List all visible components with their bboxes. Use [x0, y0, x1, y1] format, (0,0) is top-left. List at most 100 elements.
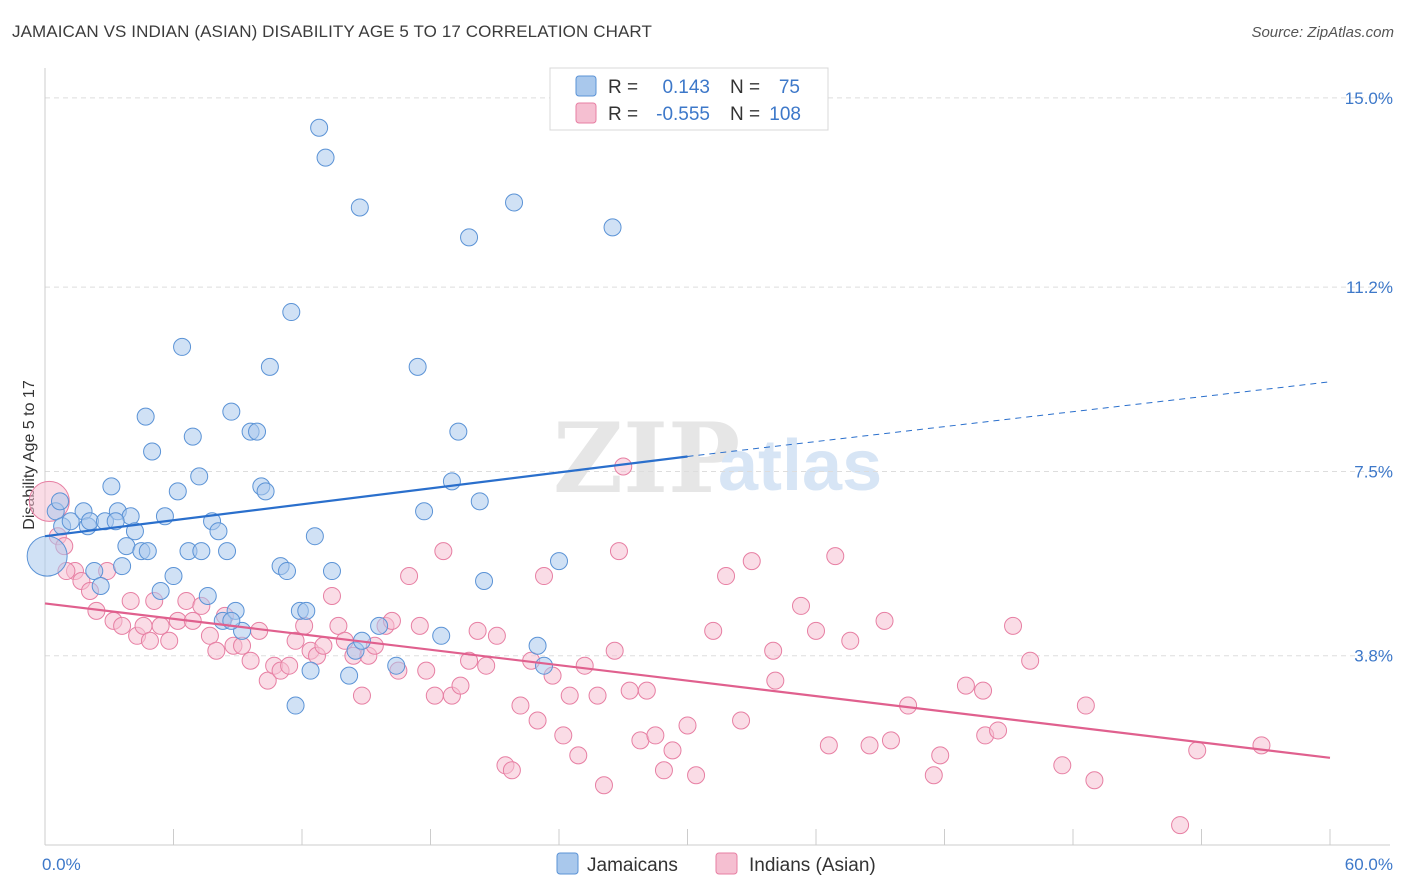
indian-asian-point — [207, 641, 226, 660]
indian-asian-point — [417, 661, 436, 680]
jamaican-point — [408, 357, 427, 376]
x-axis-ticks — [44, 829, 1331, 845]
legend-n-label-1: N = — [730, 77, 760, 98]
indian-asian-point — [881, 731, 900, 750]
indian-asian-point — [792, 596, 811, 615]
jamaican-point — [387, 656, 406, 675]
jamaican-point — [183, 427, 202, 446]
jamaican-point — [305, 527, 324, 546]
indian-asian-point — [535, 567, 554, 586]
jamaican-point — [85, 562, 104, 581]
y-tick-labels: 3.8% 7.5% 11.2% 15.0% — [1345, 89, 1393, 666]
indian-asian-point — [764, 641, 783, 660]
jamaican-points — [26, 118, 622, 715]
jamaican-point — [102, 477, 121, 496]
indian-asian-point — [931, 746, 950, 765]
jamaican-point — [535, 656, 554, 675]
jamaican-point — [603, 218, 622, 237]
jamaican-point — [256, 482, 275, 501]
indian-asian-point — [594, 776, 613, 795]
jamaican-point — [151, 581, 170, 600]
indian-asian-point — [200, 626, 219, 645]
jamaican-point — [209, 522, 228, 541]
jamaican-point — [310, 118, 329, 137]
jamaican-point — [143, 442, 162, 461]
jamaican-point — [350, 198, 369, 217]
jamaican-point — [192, 542, 211, 561]
indian-asian-point — [637, 681, 656, 700]
bottom-legend-swatch-pink — [715, 852, 738, 875]
jamaican-point — [316, 148, 335, 167]
jamaican-point — [286, 696, 305, 715]
indian-asian-point — [732, 711, 751, 730]
indian-asian-point — [875, 611, 894, 630]
trend-lines — [44, 381, 1331, 759]
jamaican-point — [370, 616, 389, 635]
jamaican-point — [432, 626, 451, 645]
indian-asian-point — [134, 616, 153, 635]
indian-asian-point — [140, 631, 159, 650]
indian-asian-point — [588, 686, 607, 705]
jamaican-trend-line — [44, 455, 688, 538]
indian-asian-point — [766, 671, 785, 690]
legend-n-value-2: 108 — [769, 104, 801, 125]
indian-asian-point — [434, 542, 453, 561]
jamaican-point — [415, 502, 434, 521]
y-tick-label: 7.5% — [1354, 462, 1393, 481]
indian-asian-point — [807, 621, 825, 640]
indian-asian-point — [280, 656, 299, 675]
top-legend: R = 0.143 N = 75 R = -0.555 N = 108 — [549, 67, 829, 131]
jamaican-point — [50, 492, 69, 511]
indian-asian-point — [502, 761, 521, 780]
indian-asian-point — [121, 591, 140, 610]
jamaican-point — [528, 636, 547, 655]
indian-asian-point — [1053, 756, 1072, 775]
indian-asian-point — [554, 726, 573, 745]
jamaican-point — [449, 422, 468, 441]
indian-asian-point — [605, 641, 624, 660]
indian-asian-point — [742, 552, 761, 571]
jamaican-point — [322, 562, 341, 581]
indian-asian-point — [1076, 696, 1095, 715]
y-tick-label: 3.8% — [1354, 647, 1393, 666]
jamaican-point — [117, 537, 136, 556]
watermark: ZIP atlas — [553, 402, 882, 515]
x-tick-label-min: 0.0% — [42, 855, 81, 874]
indian-asian-point — [410, 616, 429, 635]
indian-asian-point — [314, 636, 333, 655]
jamaican-point — [222, 402, 241, 421]
watermark-zip: ZIP — [553, 402, 740, 515]
jamaican-point — [198, 586, 217, 605]
jamaican-point — [121, 507, 140, 526]
indian-asian-point — [258, 671, 277, 690]
legend-swatch-pink — [575, 102, 597, 124]
y-tick-label: 11.2% — [1346, 278, 1393, 297]
jamaican-point — [550, 552, 568, 571]
indian-asian-point — [631, 731, 650, 750]
indian-asian-point — [560, 686, 579, 705]
jamaican-point — [80, 512, 99, 531]
jamaican-point — [26, 535, 68, 577]
indian-asian-point — [487, 626, 506, 645]
indian-asian-point — [646, 726, 665, 745]
indian-asian-point — [511, 696, 530, 715]
jamaican-point — [168, 482, 187, 501]
indian-asian-point — [974, 681, 993, 700]
jamaican-point — [113, 557, 132, 576]
jamaican-point — [218, 542, 237, 561]
jamaican-point — [91, 577, 110, 595]
indian-asian-point — [468, 621, 487, 640]
indian-asian-point — [989, 721, 1008, 740]
indian-asian-point — [113, 616, 132, 635]
indian-asian-point — [678, 716, 697, 735]
jamaican-point — [106, 512, 125, 531]
jamaican-point — [138, 542, 157, 561]
legend-n-label-2: N = — [730, 104, 760, 125]
jamaican-point — [136, 407, 155, 426]
indian-asian-point — [704, 621, 723, 640]
jamaican-point — [505, 193, 524, 212]
indian-asian-point — [717, 567, 736, 586]
bottom-legend-swatch-blue — [556, 852, 579, 875]
indian-asian-point — [1004, 616, 1023, 635]
